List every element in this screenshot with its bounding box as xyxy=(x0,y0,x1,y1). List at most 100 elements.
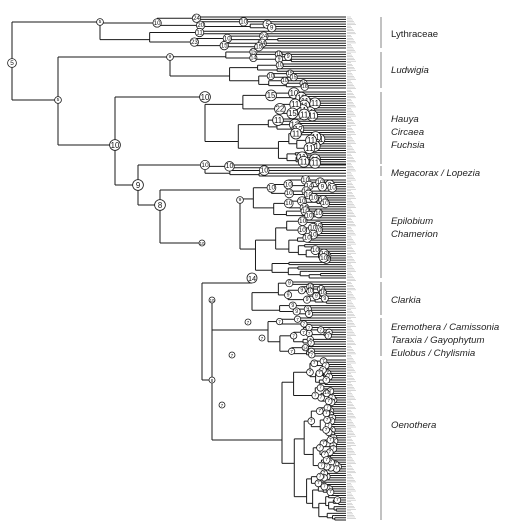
node-marker: 9 xyxy=(132,179,144,191)
node-circle xyxy=(311,391,320,400)
node-circle xyxy=(266,182,277,193)
node-marker: 14 xyxy=(249,54,258,63)
node-number: 10 xyxy=(285,200,293,207)
node-number: 7 xyxy=(261,336,264,341)
node-marker: 10 xyxy=(199,159,210,170)
node-circle xyxy=(307,339,315,347)
node-marker: 9 xyxy=(305,309,314,318)
node-number: 11 xyxy=(292,129,300,138)
node-circle xyxy=(310,245,321,255)
node-number: 15 xyxy=(250,49,256,55)
node-markers: 5910242024241510151123105910915141015151… xyxy=(7,13,342,504)
node-marker: 15 xyxy=(219,41,229,51)
clade-label-eremothera: Eremothera / Camissonia xyxy=(391,322,499,333)
node-number: 11 xyxy=(311,159,319,168)
tip-labels xyxy=(347,16,356,519)
node-number: 11 xyxy=(300,110,308,119)
node-number: 10 xyxy=(276,52,282,58)
node-circle xyxy=(274,103,286,115)
node-number: 7 xyxy=(247,320,250,325)
node-marker: 7 xyxy=(322,456,331,464)
node-marker: 10 xyxy=(152,18,162,28)
node-number: 7 xyxy=(296,317,299,322)
node-marker: 10 xyxy=(109,139,121,151)
clade-label-ludwigia: Ludwigia xyxy=(391,65,429,76)
node-marker: 5 xyxy=(54,96,62,104)
node-number: 10 xyxy=(310,195,318,202)
node-marker: 7 xyxy=(326,436,335,444)
node-circle xyxy=(301,344,309,352)
node-number: 10 xyxy=(210,298,215,303)
node-circle xyxy=(275,317,284,326)
node-marker: 22 xyxy=(274,103,286,115)
node-number: 9 xyxy=(295,309,298,315)
node-marker: 7 xyxy=(317,326,325,334)
node-number: 7 xyxy=(308,325,311,330)
node-number: 7 xyxy=(325,410,328,416)
node-number: 22 xyxy=(276,105,285,114)
node-marker: 9 xyxy=(236,196,244,204)
node-circle xyxy=(166,53,174,61)
node-marker: 10 xyxy=(283,198,294,209)
node-circle xyxy=(314,479,323,488)
node-number: 7 xyxy=(278,319,281,324)
node-marker: 10 xyxy=(306,287,315,296)
node-circle xyxy=(292,307,301,316)
node-number: 14 xyxy=(303,345,309,350)
node-number: 15 xyxy=(287,71,293,77)
node-number: 10 xyxy=(309,225,317,232)
node-marker: 7 xyxy=(308,351,316,359)
node-number: 9 xyxy=(287,54,290,60)
node-circle xyxy=(320,294,329,303)
node-number: 16 xyxy=(302,84,308,90)
clade-label-clarkia: Clarkia xyxy=(391,295,421,306)
node-number: 24 xyxy=(259,40,266,47)
node-number: 10 xyxy=(224,35,231,42)
node-marker: 5 xyxy=(96,18,104,26)
node-marker: 11 xyxy=(303,142,316,155)
node-marker: 10 xyxy=(266,72,275,81)
node-circle xyxy=(315,369,324,378)
node-marker: 7 xyxy=(326,488,335,497)
node-circle xyxy=(290,127,302,140)
node-number: 7 xyxy=(313,360,316,366)
node-circle xyxy=(300,320,308,328)
node-circle xyxy=(259,165,270,176)
node-number: 7 xyxy=(231,353,234,358)
node-number: 11 xyxy=(274,116,282,125)
node-number: 10 xyxy=(298,198,306,205)
node-number: 7 xyxy=(318,370,321,376)
node-number: 7 xyxy=(314,392,317,398)
node-number: 10 xyxy=(322,200,330,207)
node-marker: 7 xyxy=(324,397,333,405)
node-number: 7 xyxy=(327,398,330,404)
clade-annotations: Lythraceae Ludwigia Hauya Circaea Fuchsi… xyxy=(380,17,499,520)
node-number: 20 xyxy=(197,22,204,29)
node-number: 5 xyxy=(10,60,14,67)
node-number: 9 xyxy=(287,292,290,298)
node-marker: 9 xyxy=(288,301,297,310)
node-number: 5 xyxy=(99,19,102,25)
node-number: 7 xyxy=(330,418,333,424)
node-marker: 8 xyxy=(208,376,216,384)
node-number: 7 xyxy=(325,377,328,383)
node-number: 7 xyxy=(324,362,327,368)
node-number: 10 xyxy=(154,20,161,27)
node-circle xyxy=(198,239,206,247)
node-number: 9 xyxy=(306,306,309,312)
node-marker: 7 xyxy=(228,351,236,359)
node-circle xyxy=(249,54,258,63)
node-circle xyxy=(309,193,319,203)
node-marker: 7 xyxy=(333,496,342,504)
node-circle xyxy=(285,279,294,288)
node-circle xyxy=(189,37,199,47)
node-marker: 7 xyxy=(323,416,331,424)
node-circle xyxy=(284,52,293,61)
node-marker: 7 xyxy=(320,482,329,491)
node-circle xyxy=(194,27,205,38)
node-number: 9 xyxy=(278,57,281,63)
node-circle xyxy=(320,482,329,491)
node-marker: 7 xyxy=(316,383,325,392)
node-number: 24 xyxy=(260,33,267,40)
